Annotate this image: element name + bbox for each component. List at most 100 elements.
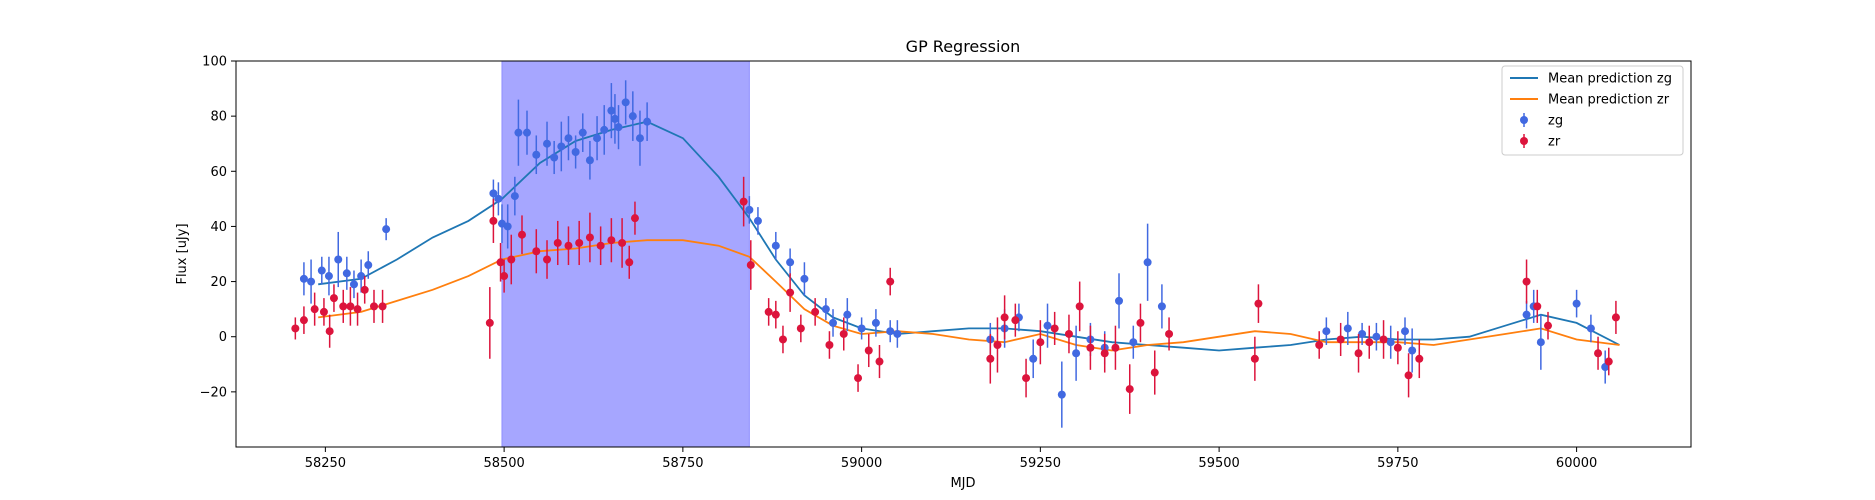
data-point: [543, 139, 552, 148]
data-point: [596, 241, 605, 250]
data-point: [1393, 343, 1402, 352]
data-point: [342, 269, 351, 278]
legend-marker-swatch: [1520, 116, 1528, 124]
data-point: [307, 277, 316, 286]
data-point: [1254, 299, 1263, 308]
shaded-region-layer: [501, 60, 750, 448]
data-point: [346, 302, 355, 311]
data-point: [886, 327, 895, 336]
data-point: [353, 305, 362, 314]
chart-title: GP Regression: [906, 37, 1021, 56]
y-tick-label: 100: [202, 55, 227, 70]
data-point: [324, 272, 333, 281]
data-point: [1129, 338, 1138, 347]
data-point: [1165, 329, 1174, 338]
data-point: [485, 318, 494, 327]
data-point: [778, 335, 787, 344]
data-point: [310, 305, 319, 314]
data-point: [339, 302, 348, 311]
data-point: [571, 147, 580, 156]
y-tick-label: 20: [210, 275, 227, 290]
data-point: [319, 307, 328, 316]
data-point: [382, 225, 391, 234]
data-point: [786, 258, 795, 267]
data-point: [1522, 310, 1531, 319]
data-point: [1586, 324, 1595, 333]
data-point: [843, 310, 852, 319]
data-point: [621, 98, 630, 107]
y-tick-label: 40: [210, 220, 227, 235]
data-point: [857, 324, 866, 333]
data-point: [1022, 374, 1031, 383]
data-point: [510, 192, 519, 201]
data-point: [986, 354, 995, 363]
legend-label: Mean prediction zg: [1548, 72, 1672, 87]
data-point: [739, 197, 748, 206]
data-point: [625, 258, 634, 267]
data-point: [317, 266, 326, 275]
data-point: [494, 194, 503, 203]
data-point: [1036, 338, 1045, 347]
data-point: [349, 280, 358, 289]
data-point: [1544, 321, 1553, 330]
data-point: [610, 114, 619, 123]
data-point: [1365, 338, 1374, 347]
y-tick-label: 60: [210, 165, 227, 180]
x-tick-label: 58750: [662, 456, 703, 471]
data-point: [553, 238, 562, 247]
data-point: [1372, 332, 1381, 341]
data-point: [1086, 343, 1095, 352]
data-point: [564, 241, 573, 250]
data-point: [1157, 302, 1166, 311]
data-point: [514, 128, 523, 137]
data-point: [607, 236, 616, 245]
x-tick-label: 59000: [841, 456, 882, 471]
data-point: [1150, 368, 1159, 377]
data-point: [1057, 390, 1066, 399]
y-tick-label: 0: [219, 330, 227, 345]
data-point: [1594, 349, 1603, 358]
data-point: [753, 216, 762, 225]
y-axis-ticks: −20 0 20 40 60 80 100: [200, 55, 236, 400]
data-point: [360, 285, 369, 294]
data-point: [800, 274, 809, 283]
data-point: [746, 261, 755, 270]
data-point: [1358, 329, 1367, 338]
axes-frame: [235, 60, 1692, 448]
data-point: [771, 241, 780, 250]
data-point: [1336, 335, 1345, 344]
plot-area: [291, 60, 1620, 448]
data-point: [489, 189, 498, 198]
data-point: [489, 216, 498, 225]
x-tick-label: 60000: [1556, 456, 1597, 471]
data-point: [839, 329, 848, 338]
data-point: [564, 134, 573, 143]
x-tick-label: 59750: [1377, 456, 1418, 471]
legend-label: zr: [1548, 135, 1561, 150]
legend-entries: Mean prediction zg Mean prediction zr zg zr: [1510, 72, 1672, 150]
data-point: [1408, 346, 1417, 355]
data-point: [532, 150, 541, 159]
data-point: [1404, 371, 1413, 380]
data-point: [1072, 349, 1081, 358]
data-point: [1536, 338, 1545, 347]
data-point: [1136, 318, 1145, 327]
data-point: [1379, 335, 1388, 344]
x-tick-label: 58500: [483, 456, 524, 471]
data-point: [1029, 354, 1038, 363]
data-point: [500, 272, 509, 281]
legend-marker-swatch: [1520, 137, 1528, 145]
x-axis-label: MJD: [950, 476, 975, 491]
legend: Mean prediction zg Mean prediction zr zg zr: [1501, 65, 1684, 156]
data-point: [628, 112, 637, 121]
data-point: [643, 117, 652, 126]
data-point: [364, 261, 373, 270]
data-point: [600, 125, 609, 134]
data-point: [886, 277, 895, 286]
data-point: [557, 142, 566, 151]
data-point: [1111, 343, 1120, 352]
data-point: [864, 346, 873, 355]
data-point: [1611, 313, 1620, 322]
shaded-region: [501, 60, 750, 448]
data-point: [811, 307, 820, 316]
